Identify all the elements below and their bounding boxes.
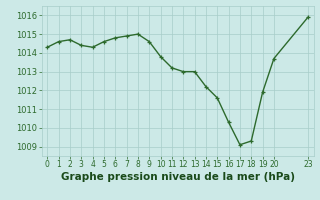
X-axis label: Graphe pression niveau de la mer (hPa): Graphe pression niveau de la mer (hPa): [60, 172, 295, 182]
